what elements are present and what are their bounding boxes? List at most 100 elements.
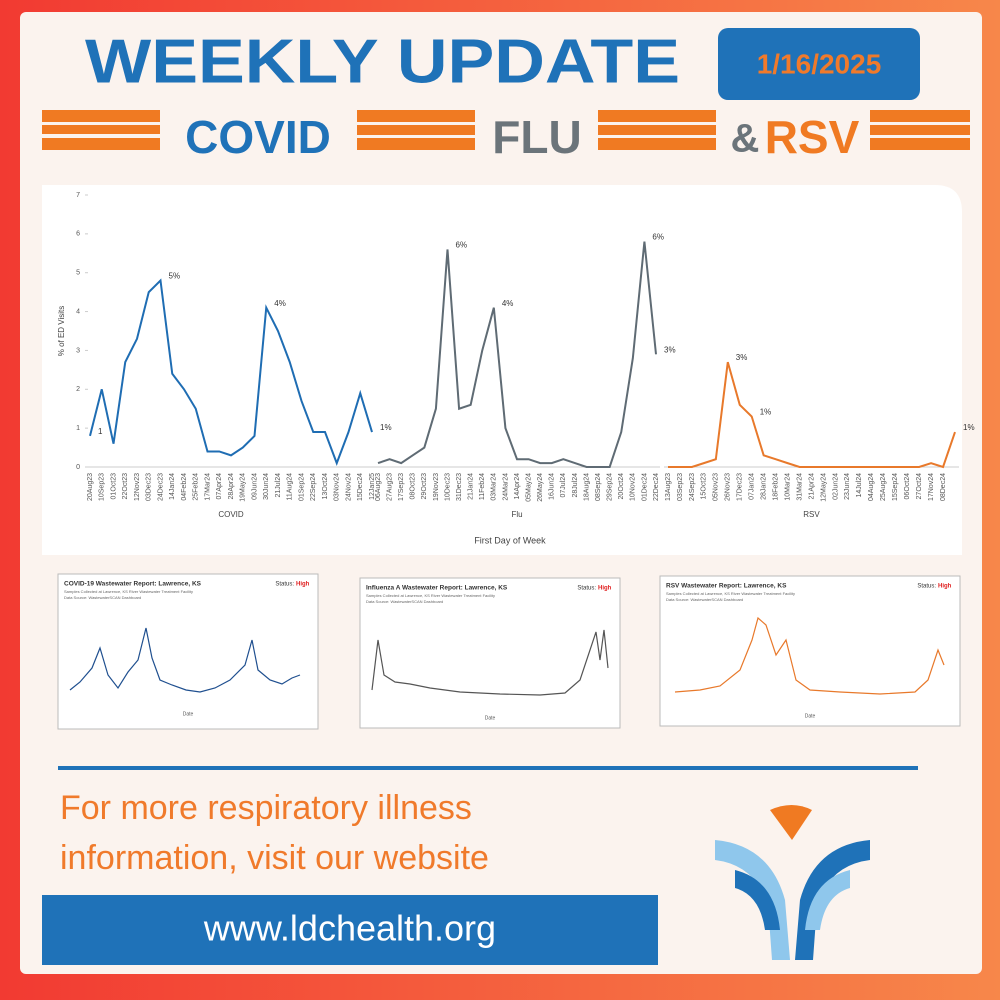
x-tick-label: 10Sep23 — [99, 473, 106, 501]
x-tick-label: 26Nov23 — [725, 473, 732, 501]
y-tick-label: 6 — [76, 231, 80, 238]
x-tick-label: 07Jan24 — [749, 473, 756, 500]
x-tick-label: 11Feb24 — [479, 473, 486, 500]
x-tick-label: 13Oct24 — [322, 473, 329, 500]
panel-label: RSV — [803, 510, 820, 519]
thumbnail-x-label: Date — [805, 713, 816, 719]
x-tick-label: 08Sep24 — [595, 473, 602, 501]
topic: COVID — [185, 111, 331, 163]
x-tick-label: 25Aug24 — [880, 473, 887, 501]
thumbnail-status-label: Status: — [275, 582, 294, 588]
x-tick-label: 14Apr24 — [514, 473, 521, 500]
url[interactable]: www.ldchealth.org — [203, 908, 496, 949]
x-tick-label: 20Aug23 — [87, 473, 94, 501]
thumbnail-subtitle: Samples Collected at Lawrence, KS River … — [666, 591, 795, 596]
x-tick-label: 22Oct23 — [122, 473, 129, 500]
y-tick-label: 2 — [76, 386, 80, 393]
x-tick-label: 22Sep24 — [310, 473, 317, 501]
x-tick-label: 24Dec23 — [157, 473, 164, 501]
thumbnail-title: Influenza A Wastewater Report: Lawrence,… — [366, 585, 508, 592]
thumbnail — [359, 577, 621, 729]
x-tick-label: 29Oct23 — [421, 473, 428, 500]
x-tick-label: 07Apr24 — [216, 473, 223, 500]
x-tick-label: 04Aug24 — [868, 473, 875, 501]
x-tick-label: 10Nov24 — [630, 473, 637, 501]
data-label: 6% — [652, 233, 664, 242]
x-tick-label: 25Feb24 — [193, 473, 200, 501]
thumbnail-status: High — [598, 586, 612, 592]
x-tick-label: 01Dec24 — [641, 473, 648, 501]
x-tick-label: 21Apr24 — [808, 473, 815, 500]
thumbnails: COVID-19 Wastewater Report: Lawrence, KS… — [57, 573, 961, 730]
x-tick-label: 26May24 — [537, 473, 544, 502]
x-tick-label: 24Mar24 — [502, 473, 509, 501]
x-tick-label: 11Aug24 — [287, 473, 294, 501]
x-tick-label: 29Sep24 — [607, 473, 614, 501]
topic: RSV — [765, 111, 860, 163]
x-tick-label: 24Sep23 — [689, 473, 696, 501]
x-tick-label: 14Jan24 — [169, 473, 176, 500]
x-tick-label: 06Oct24 — [904, 473, 911, 500]
x-tick-label: 03Sep23 — [677, 473, 684, 501]
title: WEEKLY UPDATE — [85, 27, 680, 96]
thumbnail-subtitle: Data Source: WastewaterSCAN Dashboard — [366, 599, 443, 604]
thumbnail-x-label: Date — [183, 711, 194, 717]
thumbnail-line — [69, 627, 301, 693]
url-box — [42, 895, 658, 965]
date: 1/16/2025 — [757, 48, 882, 79]
thumbnail-status-label: Status: — [577, 586, 596, 592]
data-label: 6% — [456, 241, 468, 250]
x-axis-title: First Day of Week — [474, 535, 546, 545]
data-label: 3% — [736, 353, 748, 362]
x-tick-label: 13Aug23 — [665, 473, 672, 501]
thumbnail-title: RSV Wastewater Report: Lawrence, KS — [666, 583, 787, 590]
y-axis-title: % of ED Visits — [57, 306, 66, 357]
thumbnail-line — [371, 629, 609, 696]
thumbnail-line — [674, 616, 945, 695]
data-label: 4% — [502, 299, 514, 308]
x-tick-label: 02Jun24 — [832, 473, 839, 500]
data-label: 1 — [98, 427, 103, 436]
cta: For more respiratory illness — [60, 789, 472, 827]
x-tick-label: 05May24 — [525, 473, 532, 502]
x-tick-label: 27Oct24 — [916, 473, 923, 500]
x-tick-label: 15Sep24 — [892, 473, 899, 501]
series-line — [668, 361, 956, 469]
x-tick-label: 10Mar24 — [784, 473, 791, 501]
x-tick-label: 01Oct23 — [110, 473, 117, 500]
x-tick-label: 30Jun24 — [263, 473, 270, 500]
x-tick-label: 04Feb24 — [181, 473, 188, 501]
series-line — [377, 241, 657, 468]
x-tick-label: 08Dec24 — [940, 473, 947, 501]
x-tick-label: 19May24 — [240, 473, 247, 502]
thumbnail-title: COVID-19 Wastewater Report: Lawrence, KS — [64, 581, 202, 588]
main-chart: 0 1 2 3 4 5 6 7 % of ED Visits First Day of Week C… — [57, 192, 974, 546]
data-label: 5% — [169, 272, 181, 281]
x-tick-label: 10Dec23 — [444, 473, 451, 501]
x-tick-label: 17Nov24 — [928, 473, 935, 501]
x-tick-label: 27Aug23 — [386, 473, 393, 501]
thumbnail-subtitle: Samples Collected at Lawrence, KS River … — [64, 589, 193, 594]
x-tick-label: 17Dec23 — [737, 473, 744, 501]
x-tick-label: 03Dec23 — [146, 473, 153, 501]
panel-label: COVID — [218, 510, 244, 519]
x-tick-label: 09Jun24 — [251, 473, 258, 500]
y-tick-label: 1 — [76, 425, 80, 432]
y-tick-label: 3 — [76, 347, 80, 354]
x-tick-label: 17Mar24 — [204, 473, 211, 501]
x-tick-label: 12May24 — [820, 473, 827, 502]
x-tick-label: 15Dec24 — [357, 473, 364, 501]
x-tick-label: 03Mar24 — [491, 473, 498, 501]
x-tick-label: 21Jan24 — [468, 473, 475, 500]
y-tick-label: 7 — [76, 192, 80, 199]
thumbnail-x-label: Date — [485, 715, 496, 721]
x-tick-label: 28Jul24 — [572, 473, 579, 498]
x-tick-label: 24Nov24 — [345, 473, 352, 501]
cta: information, visit our website — [60, 839, 489, 877]
thumbnail-subtitle: Data Source: WastewaterSCAN Dashboard — [64, 595, 141, 600]
x-tick-label: 31Mar24 — [796, 473, 803, 501]
y-tick-label: 0 — [76, 464, 80, 471]
data-label: 1% — [963, 423, 975, 432]
x-tick-label: 19Nov23 — [433, 473, 440, 501]
